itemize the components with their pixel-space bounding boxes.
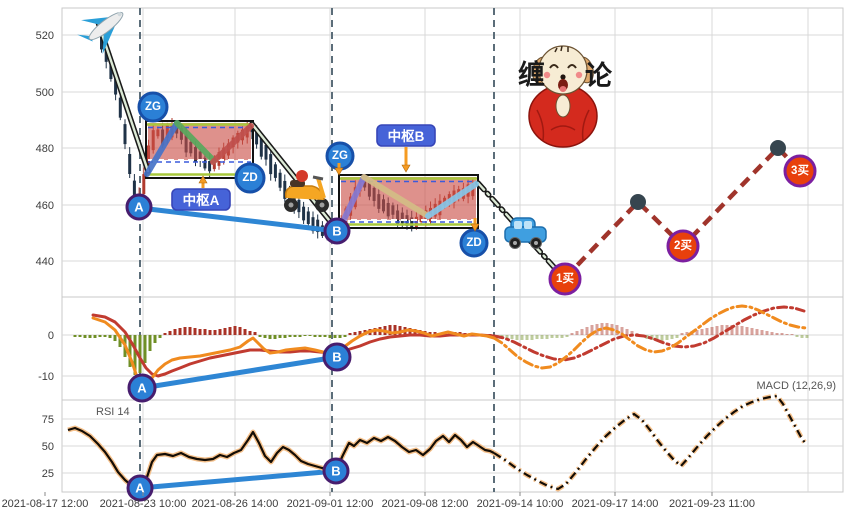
svg-text:500: 500 xyxy=(36,87,54,99)
svg-text:中枢A: 中枢A xyxy=(183,192,220,208)
svg-text:2021-09-08 12:00: 2021-09-08 12:00 xyxy=(382,498,469,510)
car-icon xyxy=(504,217,547,249)
svg-text:A: A xyxy=(135,481,145,496)
marker-A: A xyxy=(125,193,153,221)
svg-text:75: 75 xyxy=(42,414,54,426)
marker-ZD: ZD xyxy=(459,228,489,258)
svg-text:480: 480 xyxy=(36,143,54,155)
macd-panel[interactable] xyxy=(61,296,844,401)
svg-text:1买: 1买 xyxy=(556,272,574,285)
svg-text:B: B xyxy=(332,224,341,239)
svg-text:0: 0 xyxy=(48,330,54,342)
svg-text:ZD: ZD xyxy=(466,237,481,249)
marker-B: B xyxy=(322,342,352,372)
svg-text:ZD: ZD xyxy=(242,172,257,184)
svg-text:460: 460 xyxy=(36,200,54,212)
svg-text:2买: 2买 xyxy=(674,239,692,252)
svg-text:ZG: ZG xyxy=(145,101,161,113)
marker-B: B xyxy=(323,217,351,245)
marker-A: A xyxy=(126,474,154,502)
svg-text:B: B xyxy=(332,350,341,365)
marker-2买: 2买 xyxy=(666,229,700,263)
svg-text:2021-09-23 11:00: 2021-09-23 11:00 xyxy=(669,498,755,510)
svg-text:2021-08-17 12:00: 2021-08-17 12:00 xyxy=(2,498,89,510)
marker-3买: 3买 xyxy=(783,154,817,188)
point-markers: A B ZG ZD ZG ZD A B A B 1买 2买 3买 xyxy=(125,91,817,502)
svg-text:50: 50 xyxy=(42,441,54,453)
macd-params-label: MACD (12,26,9) xyxy=(757,380,836,392)
svg-text:2021-09-01 12:00: 2021-09-01 12:00 xyxy=(287,498,374,510)
svg-text:2021-09-14 10:00: 2021-09-14 10:00 xyxy=(477,498,564,510)
svg-text:440: 440 xyxy=(36,256,54,268)
svg-text:B: B xyxy=(331,464,340,479)
marker-A: A xyxy=(127,373,157,403)
callout-中枢A: 中枢A xyxy=(171,188,231,211)
macd-dif-dea-lines xyxy=(91,304,808,390)
rsi-period-label: RSI 14 xyxy=(96,406,130,418)
callout-中枢B: 中枢B xyxy=(376,124,436,147)
marker-ZD: ZD xyxy=(234,162,266,194)
ab-connector-lines xyxy=(137,205,340,491)
watermark-left-char: 缠 xyxy=(518,59,545,90)
svg-text:2021-08-26 14:00: 2021-08-26 14:00 xyxy=(192,498,279,510)
axis-tick-labels: 2021-08-17 12:00 2021-08-23 10:00 2021-08-… xyxy=(2,30,755,510)
watermark-right-char: 论 xyxy=(585,61,613,91)
scooter-icon xyxy=(284,170,329,212)
svg-text:2021-08-23 10:00: 2021-08-23 10:00 xyxy=(100,498,187,510)
chanlun-mascot xyxy=(528,45,598,148)
marker-B: B xyxy=(322,457,350,485)
svg-text:-10: -10 xyxy=(38,371,54,383)
pivot-callout-labels: 中枢A 中枢B xyxy=(171,124,480,232)
svg-text:25: 25 xyxy=(42,468,54,480)
svg-text:3买: 3买 xyxy=(791,164,809,177)
svg-text:2021-09-17 14:00: 2021-09-17 14:00 xyxy=(572,498,659,510)
svg-text:A: A xyxy=(134,200,144,215)
marker-ZG: ZG xyxy=(137,91,169,123)
svg-text:A: A xyxy=(137,381,147,396)
svg-text:520: 520 xyxy=(36,30,54,42)
svg-text:中枢B: 中枢B xyxy=(388,128,425,144)
vertical-guide-lines xyxy=(139,8,495,492)
marker-1买: 1买 xyxy=(548,262,582,296)
trend-segment-lines xyxy=(95,19,565,279)
svg-text:ZG: ZG xyxy=(332,150,348,162)
